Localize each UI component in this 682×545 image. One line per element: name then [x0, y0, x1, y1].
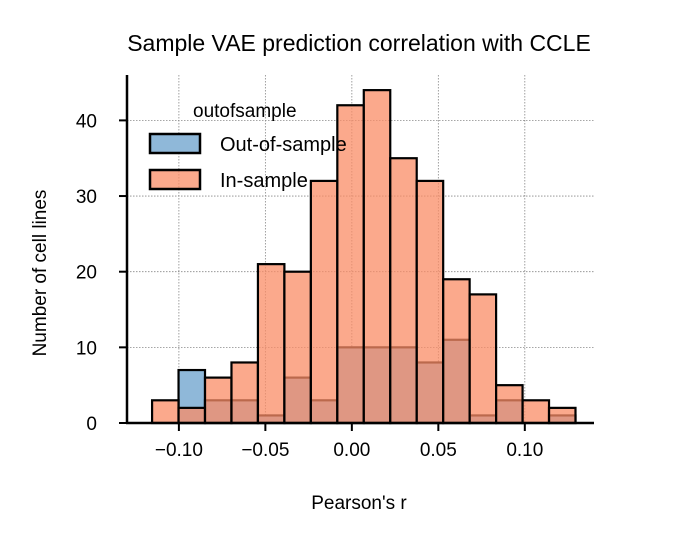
legend-label-in-sample: In-sample — [220, 170, 308, 192]
chart-title: Sample VAE prediction correlation with C… — [127, 30, 591, 56]
in-sample-bar-8 — [362, 89, 392, 425]
legend-swatch-out-of-sample — [148, 132, 202, 155]
x-tick-label-2: 0.00 — [333, 440, 370, 461]
y-axis-label: Number of cell lines — [30, 190, 51, 357]
x-tick-label-4: 0.10 — [506, 440, 543, 461]
y-tick-label-4: 40 — [76, 111, 97, 132]
in-sample-bar-6 — [309, 179, 339, 425]
in-sample-bar-10 — [415, 179, 445, 425]
in-sample-bar-12 — [468, 293, 498, 425]
x-axis-ticks: −0.10 −0.05 0.00 0.05 0.10 — [155, 423, 543, 461]
in-sample-bar-7 — [336, 104, 365, 425]
in-sample-bar-4 — [256, 263, 286, 425]
in-sample-bars — [150, 89, 577, 425]
in-sample-bar-13 — [495, 384, 524, 425]
y-axis-ticks: 0 10 20 30 40 — [76, 111, 127, 435]
in-sample-bar-15 — [547, 406, 577, 425]
legend-title: outofsample — [193, 101, 297, 122]
y-tick-label-3: 30 — [76, 187, 97, 208]
in-sample-bar-2 — [203, 376, 233, 425]
in-sample-bar-9 — [389, 157, 418, 425]
y-tick-label-1: 10 — [76, 338, 97, 359]
in-sample-bar-14 — [521, 399, 551, 425]
in-sample-bar-0 — [150, 399, 180, 425]
legend: outofsample Out-of-sample In-sample — [148, 101, 347, 192]
x-tick-label-3: 0.05 — [420, 440, 457, 461]
x-tick-label-0: −0.10 — [155, 440, 203, 461]
legend-swatch-in-sample — [148, 168, 202, 191]
in-sample-bar-1 — [177, 406, 207, 425]
axes — [125, 75, 594, 425]
x-tick-label-1: −0.05 — [241, 440, 289, 461]
y-tick-label-0: 0 — [86, 414, 97, 435]
y-tick-label-2: 20 — [76, 263, 97, 284]
in-sample-bar-11 — [442, 278, 471, 425]
x-axis-label: Pearson's r — [311, 493, 407, 514]
legend-label-out-of-sample: Out-of-sample — [220, 134, 347, 156]
in-sample-bar-5 — [283, 270, 312, 425]
in-sample-bar-3 — [230, 361, 260, 425]
